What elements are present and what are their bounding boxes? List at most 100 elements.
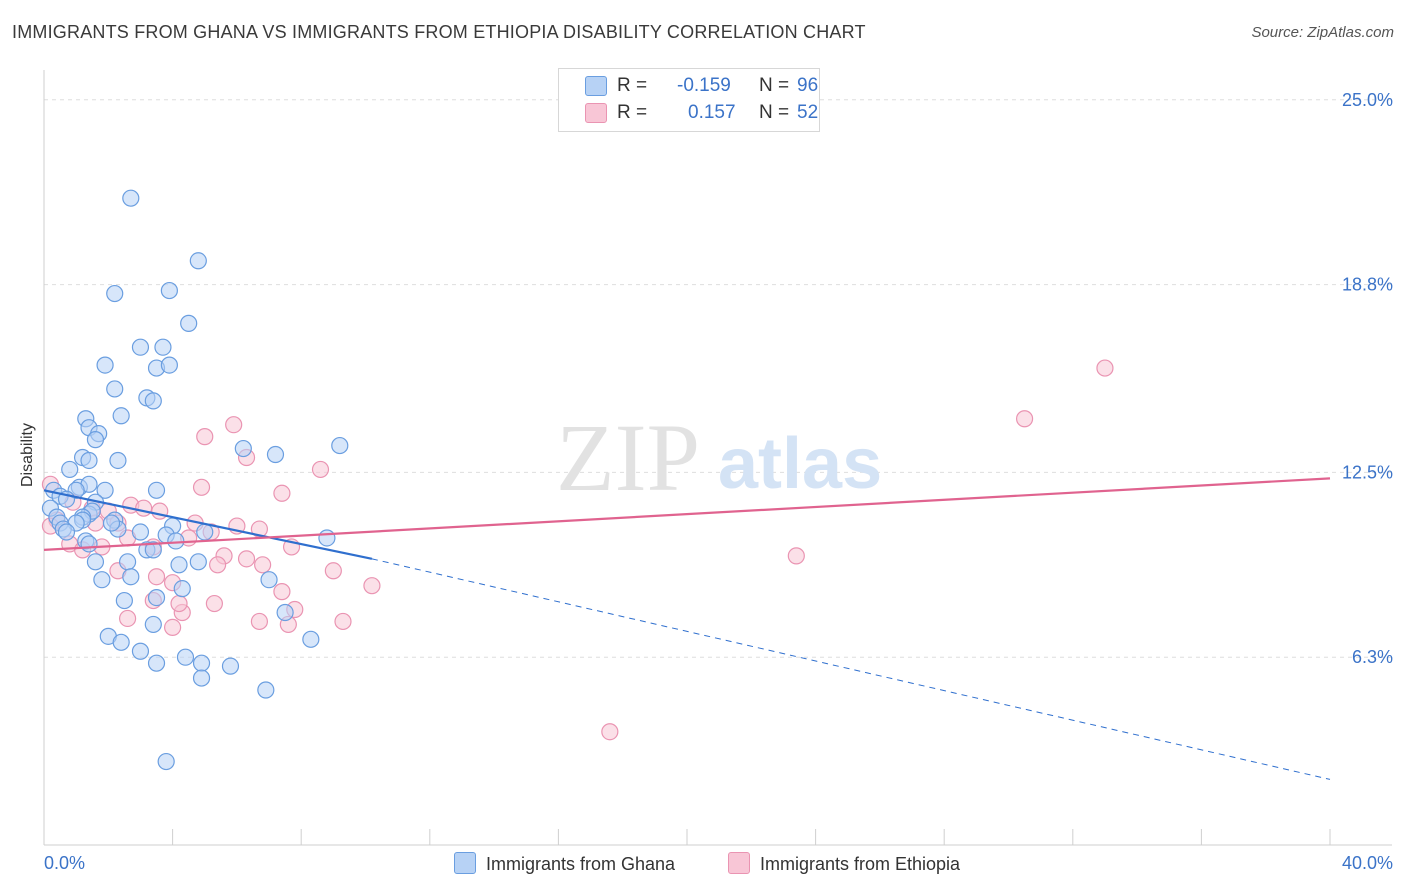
- ghana-point: [260, 571, 278, 589]
- ghana-point: [276, 603, 294, 622]
- ghana-point: [176, 648, 195, 666]
- ghana-point: [167, 532, 185, 550]
- ghana-point: [154, 338, 172, 356]
- ghana-point: [131, 523, 150, 541]
- ethiopia-point: [170, 594, 188, 613]
- ghana-point: [157, 752, 175, 771]
- trend-lines: [43, 477, 1331, 780]
- ghana-point: [131, 338, 150, 356]
- x-tick-label: 0.0%: [44, 853, 85, 873]
- ghana-point: [80, 451, 98, 470]
- n-value-ghana: 96: [797, 75, 819, 96]
- ghana-point: [147, 654, 166, 672]
- watermark: ZIP atlas: [556, 404, 882, 511]
- y-tick-label: 18.8%: [1342, 275, 1393, 295]
- ghana-point: [318, 529, 336, 547]
- ghana-point: [144, 392, 162, 410]
- ethiopia-point: [209, 556, 227, 574]
- ghana-point: [112, 407, 130, 425]
- ghana-point: [331, 436, 349, 455]
- n-value-ethiopia: 52: [797, 102, 819, 123]
- ghana-point: [106, 284, 124, 303]
- ethiopia-point: [118, 609, 137, 628]
- ghana-point: [131, 642, 150, 660]
- ghana-point: [86, 431, 105, 449]
- ghana-point: [144, 541, 162, 559]
- ghana-point: [173, 580, 191, 598]
- ghana-point: [302, 630, 320, 648]
- ethiopia-point: [196, 428, 214, 446]
- ghana-point: [96, 356, 114, 374]
- ethiopia-point: [311, 460, 330, 479]
- ghana-point: [96, 481, 114, 499]
- ghana-point: [192, 669, 211, 687]
- ghana-point: [170, 556, 188, 574]
- ghana-point: [86, 553, 105, 571]
- ethiopia-legend-swatch: [728, 852, 750, 874]
- ethiopia-point: [250, 612, 269, 631]
- stats-legend: R = -0.159 N = 96 R = 0.157 N = 52: [558, 68, 820, 132]
- ghana-legend-swatch: [454, 852, 476, 874]
- ghana-point: [234, 439, 252, 458]
- ethiopia-point: [135, 499, 153, 517]
- axes: [43, 70, 1392, 846]
- ghana-point: [160, 281, 178, 300]
- n-label: N =: [759, 75, 790, 96]
- ethiopia-point: [205, 594, 223, 613]
- ethiopia-point: [237, 550, 256, 568]
- ethiopia-points: [41, 359, 1114, 741]
- legend-item-ethiopia: Immigrants from Ethiopia: [728, 852, 960, 875]
- ghana-point: [189, 252, 207, 270]
- ghana-point: [122, 568, 140, 586]
- ethiopia-point: [363, 577, 381, 595]
- gridlines: [44, 99, 1392, 658]
- ethiopia-point: [1096, 359, 1114, 377]
- ghana-point: [180, 314, 198, 332]
- ghana-point: [80, 535, 98, 553]
- ethiopia-point: [147, 568, 166, 586]
- ethiopia-trend-line: [43, 477, 1331, 552]
- source-label: Source: ZipAtlas.com: [1251, 24, 1394, 41]
- ethiopia-point: [324, 562, 342, 580]
- ghana-trend-line: [43, 489, 373, 560]
- ghana-point: [109, 451, 127, 470]
- ghana-point: [196, 523, 214, 541]
- ghana-trend-extension: [371, 558, 1331, 780]
- ethiopia-swatch: [585, 103, 607, 123]
- ghana-point: [106, 380, 124, 398]
- ghana-points: [41, 189, 349, 771]
- ghana-point: [57, 523, 76, 541]
- ghana-point: [257, 681, 275, 699]
- ethiopia-legend-label: Immigrants from Ethiopia: [760, 854, 961, 874]
- ghana-point: [192, 654, 211, 672]
- ghana-point: [115, 591, 133, 610]
- ghana-point: [93, 571, 111, 589]
- n-label: N =: [759, 102, 790, 123]
- ghana-point: [61, 460, 79, 479]
- ethiopia-point: [601, 723, 619, 741]
- ghana-point: [160, 356, 178, 374]
- ghana-point: [221, 657, 240, 675]
- ghana-swatch: [585, 76, 607, 96]
- ethiopia-point: [273, 583, 291, 601]
- watermark-zip: ZIP: [556, 404, 700, 511]
- chart-title: IMMIGRANTS FROM GHANA VS IMMIGRANTS FROM…: [12, 22, 866, 42]
- r-label: R =: [617, 102, 648, 123]
- ghana-point: [118, 553, 137, 571]
- ghana-point: [189, 553, 207, 571]
- watermark-atlas: atlas: [718, 424, 882, 504]
- ghana-legend-label: Immigrants from Ghana: [486, 854, 676, 874]
- legend-item-ghana: Immigrants from Ghana: [454, 852, 675, 875]
- ethiopia-point: [1015, 410, 1034, 428]
- ethiopia-point: [164, 618, 182, 637]
- ethiopia-point: [254, 556, 272, 574]
- r-value-ethiopia: 0.157: [688, 102, 736, 123]
- y-tick-label: 12.5%: [1342, 462, 1393, 482]
- ghana-point: [144, 615, 162, 634]
- ghana-point: [147, 588, 166, 607]
- ethiopia-point: [334, 612, 352, 631]
- ghana-point: [147, 481, 166, 499]
- r-label: R =: [617, 75, 648, 96]
- ethiopia-point: [225, 416, 243, 434]
